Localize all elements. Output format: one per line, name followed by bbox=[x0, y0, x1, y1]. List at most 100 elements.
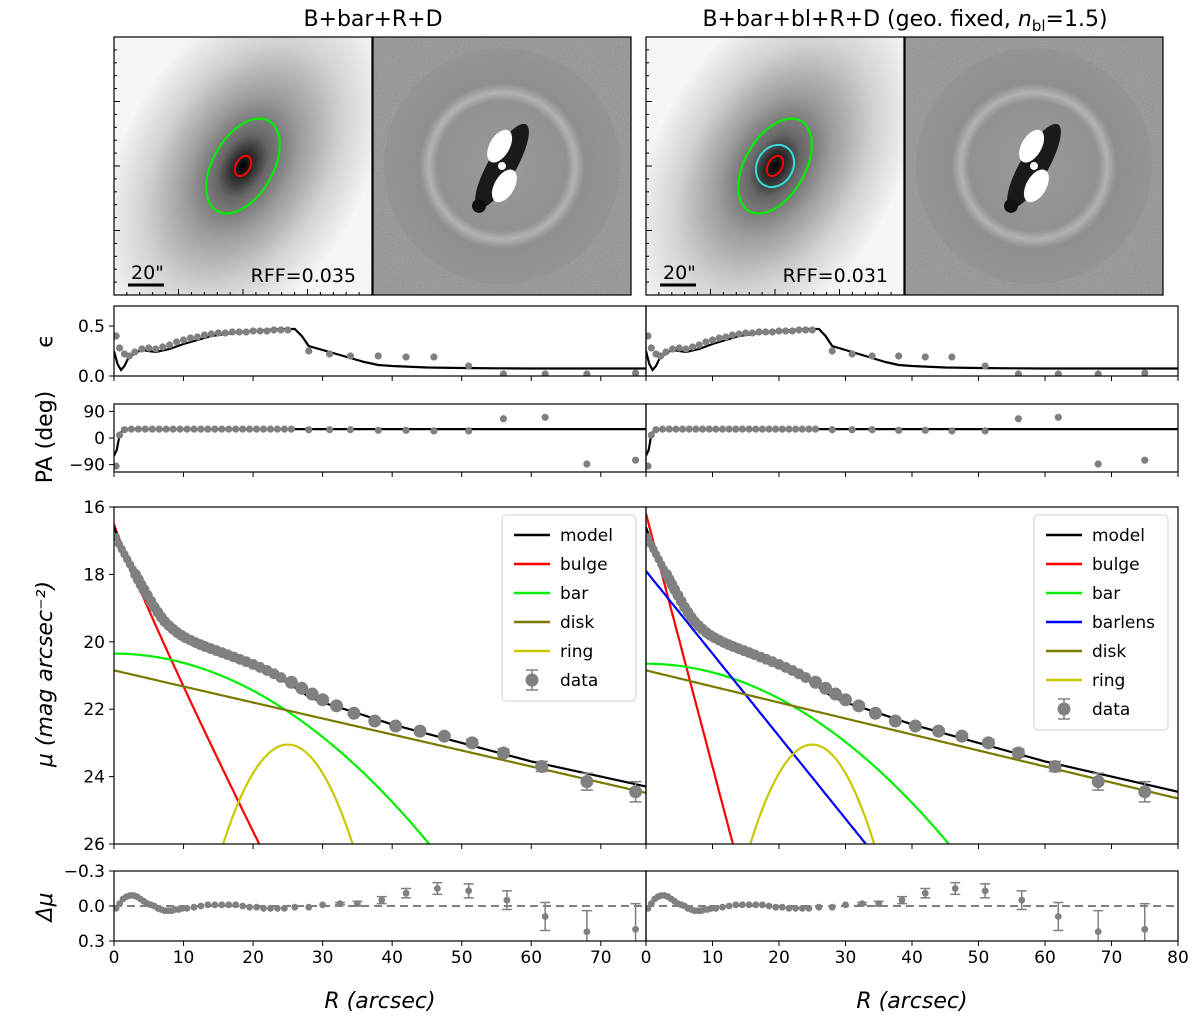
data-point bbox=[792, 904, 800, 912]
data-point bbox=[127, 425, 135, 433]
barlens-ellipse bbox=[754, 143, 796, 189]
data-point bbox=[211, 425, 219, 433]
data-point bbox=[1141, 456, 1149, 464]
legend-bulge-label: bulge bbox=[1092, 555, 1140, 575]
data-point bbox=[805, 904, 813, 912]
data-point bbox=[698, 425, 707, 433]
data-point bbox=[921, 426, 929, 434]
data-point bbox=[712, 425, 720, 433]
data-point bbox=[1094, 928, 1102, 936]
data-point bbox=[197, 902, 205, 910]
data-point bbox=[842, 901, 849, 909]
legend-left: model bulge bar disk ring data bbox=[501, 514, 637, 702]
data-point bbox=[125, 352, 133, 360]
data-point bbox=[1138, 785, 1152, 799]
x-tick-label: 20 bbox=[242, 948, 264, 968]
left-panel-2: 16 18 20 22 24 26 bbox=[83, 498, 647, 855]
data-point bbox=[745, 425, 753, 433]
legend-data-label: data bbox=[1092, 700, 1130, 720]
data-point bbox=[273, 425, 282, 433]
data-point bbox=[319, 901, 327, 909]
legend-data-marker bbox=[1057, 702, 1071, 716]
data-point bbox=[657, 352, 665, 360]
data-point bbox=[715, 334, 723, 342]
data-point bbox=[270, 326, 278, 334]
data-point bbox=[646, 462, 652, 470]
data-point bbox=[748, 329, 757, 337]
y-tick-label: 20 bbox=[83, 633, 105, 653]
data-point bbox=[718, 425, 727, 433]
data-point bbox=[141, 425, 149, 433]
data-point bbox=[284, 675, 298, 689]
residual-image-right bbox=[905, 37, 1163, 295]
data-point bbox=[752, 425, 760, 433]
x-tick-label: 20 bbox=[768, 948, 790, 968]
data-point bbox=[722, 333, 730, 341]
data-point bbox=[981, 362, 989, 370]
plot-content bbox=[114, 326, 646, 376]
data-point bbox=[402, 353, 410, 361]
legend-box bbox=[1033, 514, 1169, 731]
bar-ellipse bbox=[205, 117, 281, 215]
data-point bbox=[802, 326, 810, 334]
data-point bbox=[898, 896, 906, 904]
xlabel-right: R (arcsec) bbox=[856, 989, 967, 1014]
data-point bbox=[316, 693, 330, 707]
data-point bbox=[274, 904, 281, 912]
title-left: B+bar+R+D bbox=[303, 7, 442, 32]
data-point bbox=[732, 425, 740, 433]
data-point bbox=[374, 352, 382, 360]
bar-curve bbox=[114, 652, 431, 844]
data-point bbox=[263, 327, 271, 335]
data-point bbox=[162, 425, 170, 433]
data-point bbox=[932, 724, 946, 738]
data-point bbox=[583, 370, 591, 376]
data-point bbox=[888, 714, 902, 728]
data-point bbox=[155, 425, 163, 433]
data-point bbox=[708, 336, 717, 344]
data-point bbox=[172, 338, 181, 346]
legend-bar-label: bar bbox=[560, 584, 588, 604]
y-tick-label: 90 bbox=[83, 402, 105, 422]
y-tick-label: 0.5 bbox=[78, 317, 105, 337]
y-tick-label: 26 bbox=[83, 835, 105, 855]
legend-box bbox=[501, 514, 637, 702]
data-point bbox=[336, 900, 344, 908]
data-point bbox=[805, 425, 813, 433]
data-point bbox=[277, 326, 285, 334]
data-point bbox=[389, 719, 403, 733]
data-point bbox=[765, 425, 773, 433]
data-point bbox=[580, 775, 594, 789]
data-point bbox=[785, 904, 793, 912]
data-point bbox=[1054, 413, 1062, 421]
legend-ring-label: ring bbox=[1092, 671, 1125, 691]
data-point bbox=[685, 425, 693, 433]
data-point bbox=[207, 330, 215, 338]
data-point bbox=[742, 329, 750, 337]
data-point bbox=[148, 425, 156, 433]
data-point bbox=[114, 332, 120, 340]
data-point bbox=[239, 425, 247, 433]
data-point bbox=[347, 706, 361, 720]
data-point bbox=[800, 672, 811, 683]
right-panel-2 bbox=[645, 506, 1179, 849]
bulge-ellipse bbox=[233, 154, 253, 178]
data-point bbox=[778, 903, 786, 911]
data-point bbox=[378, 896, 386, 904]
data-point bbox=[1054, 370, 1062, 376]
data-point bbox=[253, 903, 260, 911]
plot-content bbox=[646, 326, 1178, 376]
data-point bbox=[214, 329, 222, 337]
data-point bbox=[688, 343, 697, 351]
frame-image-lr bbox=[372, 36, 632, 296]
data-point bbox=[503, 896, 511, 904]
data-point bbox=[629, 785, 643, 799]
data-point bbox=[1091, 775, 1105, 789]
data-point bbox=[815, 903, 823, 911]
data-point bbox=[772, 903, 780, 911]
rff-left: RFF=0.035 bbox=[251, 265, 356, 287]
x-tick-label: 0 bbox=[641, 948, 652, 968]
data-point bbox=[295, 681, 309, 695]
galaxy-image-right bbox=[646, 37, 904, 295]
data-point bbox=[646, 332, 652, 340]
